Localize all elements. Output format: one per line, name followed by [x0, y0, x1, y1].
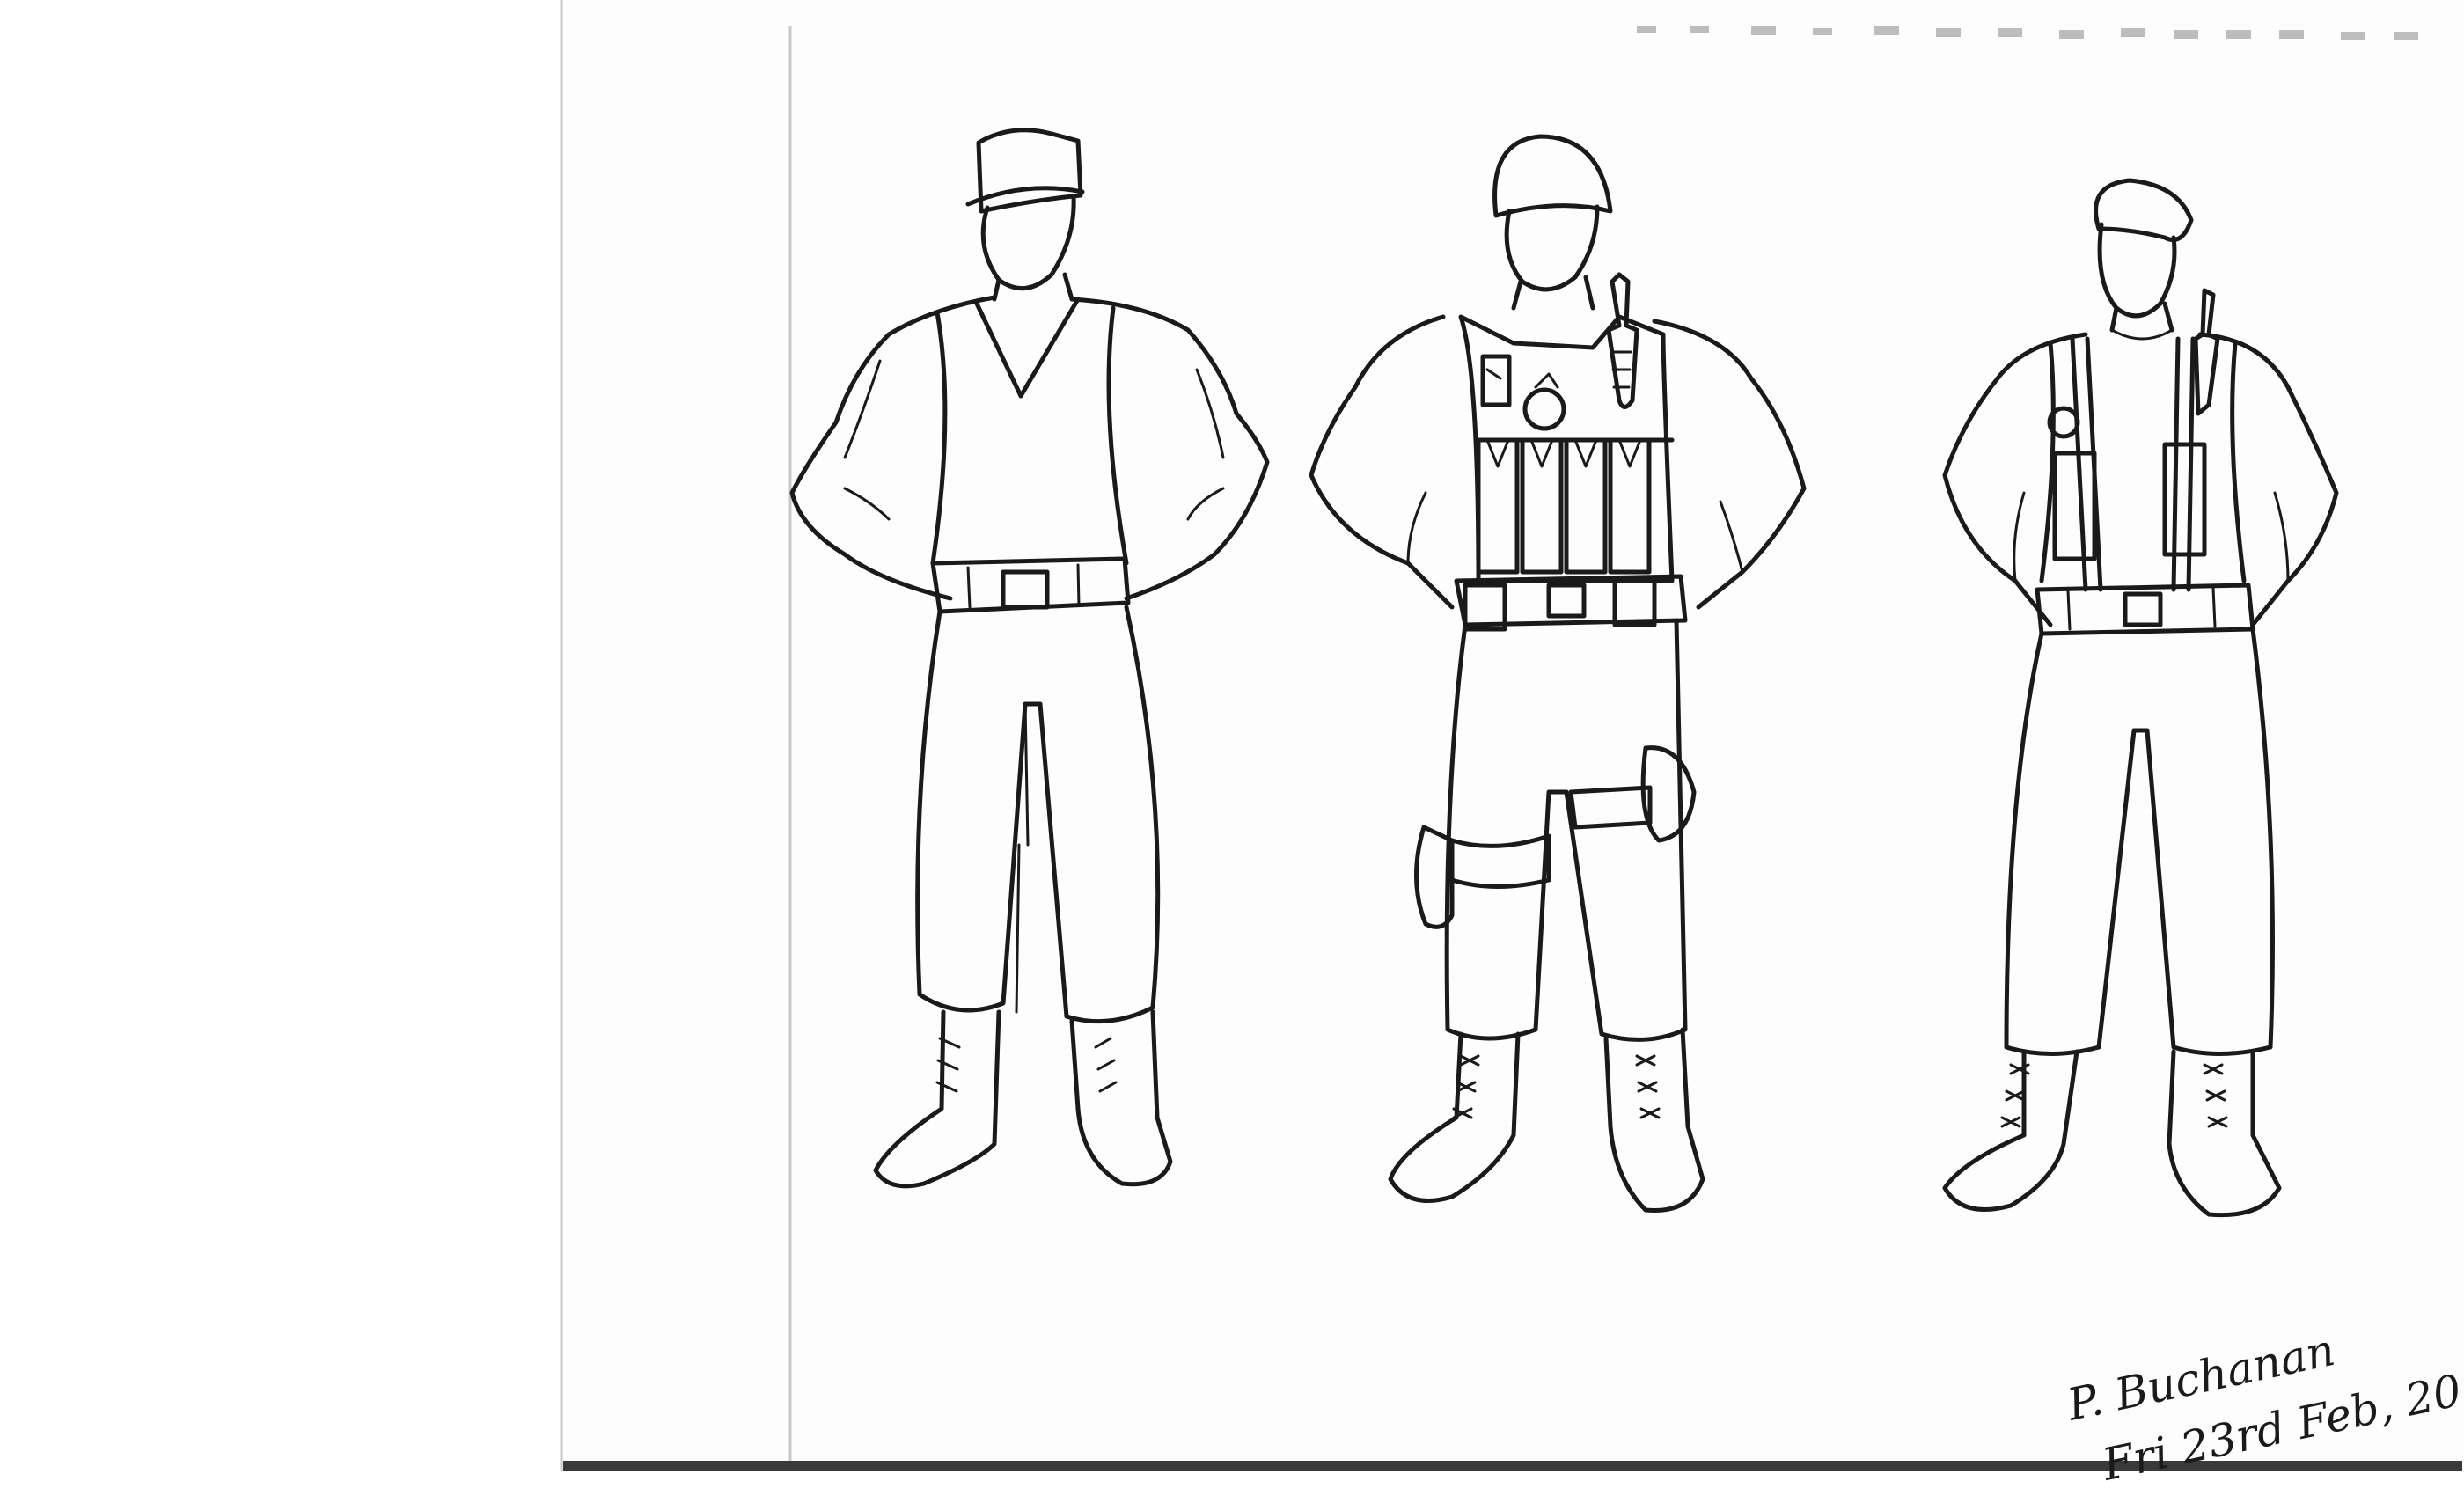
beret-icon [2094, 178, 2194, 242]
grenade-icon [1522, 387, 1566, 431]
grenade-icon-2 [2047, 406, 2080, 439]
soldier-with-beret-and-harness [1942, 178, 2339, 1218]
soldier-in-tank-top-and-cap [789, 128, 1270, 1189]
knife-icon [1606, 272, 1639, 409]
soldier-with-tactical-vest [1309, 134, 1807, 1214]
knife-icon-2 [2193, 288, 2220, 416]
paper-details [560, 0, 2462, 1471]
helmet-icon [1492, 134, 1613, 218]
cap-icon [976, 128, 1083, 214]
